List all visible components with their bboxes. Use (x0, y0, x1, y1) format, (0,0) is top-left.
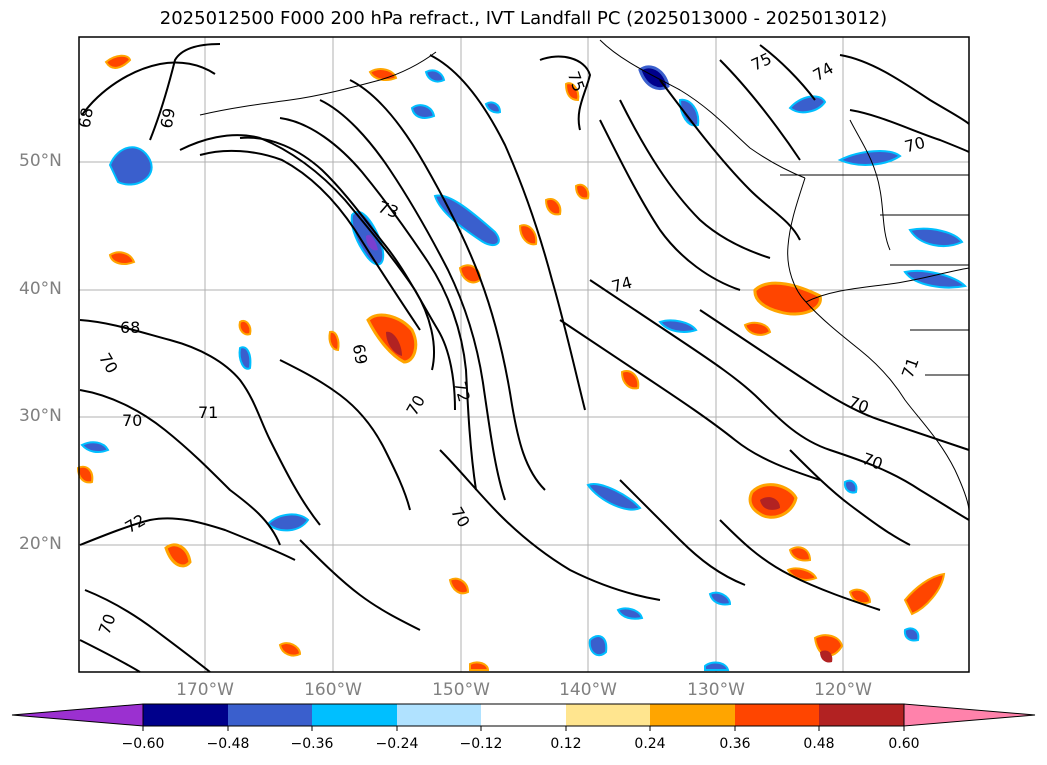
colorbar-bin (566, 704, 650, 726)
lat-label: 50°N (19, 151, 62, 171)
colorbar-tick-label: 0.36 (719, 736, 751, 752)
positive-anomaly-patches (76, 54, 946, 671)
coastlines (199, 39, 970, 511)
colorbar-bin (312, 704, 397, 726)
colorbar-tick-label: 0.24 (634, 736, 666, 752)
lon-label: 150°W (432, 680, 490, 700)
colorbar-tick-label: 0.60 (888, 736, 920, 752)
colorbar-bin (397, 704, 481, 726)
contour-label: 69 (349, 343, 371, 366)
colorbar-extend-high (903, 703, 1036, 727)
map-frame (78, 36, 970, 673)
lon-label: 120°W (814, 680, 872, 700)
lat-label: 20°N (19, 534, 62, 554)
colorbar (11, 703, 1036, 731)
colorbar-bin (819, 704, 904, 726)
colorbar-outline (142, 703, 905, 727)
colorbar-tick-label: −0.60 (121, 736, 165, 752)
colorbar-tick-label: −0.24 (375, 736, 419, 752)
colorbar-tick-label: −0.12 (459, 736, 503, 752)
contour-label: 71 (198, 403, 218, 422)
colorbar-bin (143, 704, 228, 726)
colorbar-bin (735, 704, 819, 726)
colorbar-bin (650, 704, 735, 726)
contour-label: 69 (157, 106, 179, 129)
lat-label: 40°N (19, 279, 62, 299)
colorbar-extend-low (11, 703, 144, 727)
contour-label: 68 (120, 318, 140, 337)
lat-label: 30°N (19, 406, 62, 426)
colorbar-tick-label: −0.36 (290, 736, 334, 752)
lon-label: 130°W (687, 680, 745, 700)
contour-label: 72 (450, 379, 474, 404)
lon-label: 140°W (559, 680, 617, 700)
colorbar-bin (228, 704, 312, 726)
contour-label: 70 (122, 411, 142, 430)
colorbar-tick-label: −0.48 (206, 736, 250, 752)
lon-label: 160°W (304, 680, 362, 700)
contour-label: 74 (609, 273, 634, 297)
contour-label: 70 (902, 133, 927, 157)
contour-label: 68 (75, 106, 97, 129)
negative-anomaly-patches (80, 65, 968, 671)
colorbar-tick-label: 0.12 (550, 736, 582, 752)
refractivity-contours (79, 43, 970, 673)
map-title: 2025012500 F000 200 hPa refract., IVT La… (159, 8, 888, 29)
colorbar-bin (481, 704, 566, 726)
gridlines (79, 37, 969, 672)
map-panel (79, 37, 969, 672)
colorbar-tick-label: 0.48 (803, 736, 835, 752)
lon-label: 170°W (176, 680, 234, 700)
